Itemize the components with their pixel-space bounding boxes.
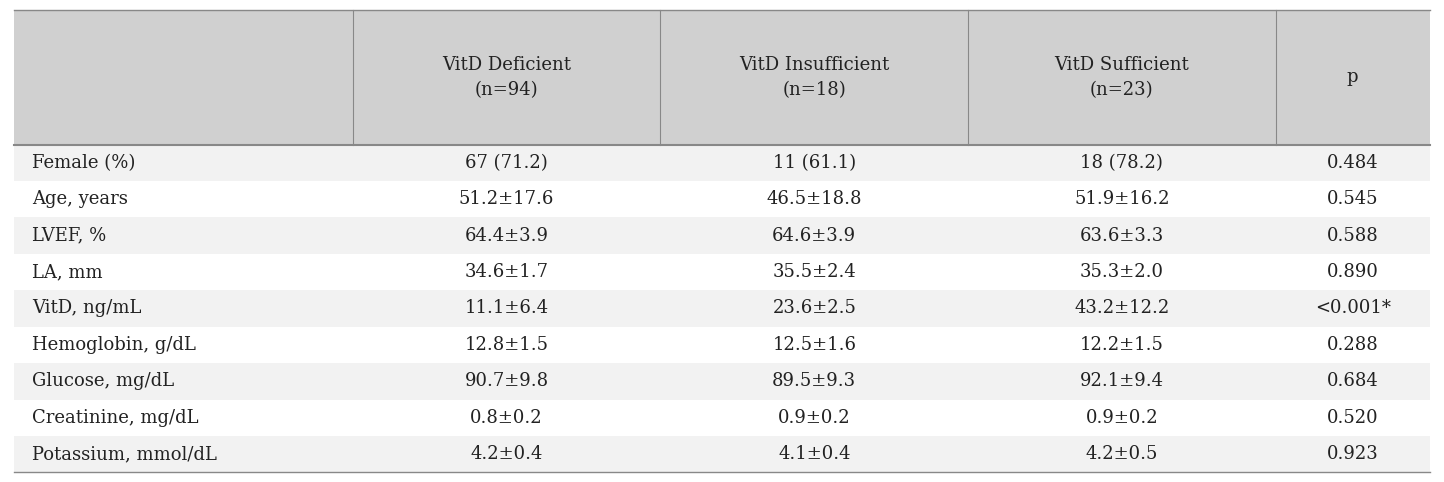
- Text: 4.1±0.4: 4.1±0.4: [778, 445, 851, 463]
- Text: 23.6±2.5: 23.6±2.5: [773, 299, 856, 318]
- Text: p: p: [1347, 68, 1359, 86]
- Text: 0.545: 0.545: [1327, 190, 1379, 208]
- Text: 63.6±3.3: 63.6±3.3: [1080, 227, 1164, 245]
- Text: 0.588: 0.588: [1327, 227, 1379, 245]
- Text: 35.5±2.4: 35.5±2.4: [773, 263, 856, 281]
- Bar: [14, 145, 1430, 181]
- Text: Creatinine, mg/dL: Creatinine, mg/dL: [32, 409, 198, 427]
- Text: LA, mm: LA, mm: [32, 263, 103, 281]
- Text: VitD Deficient
(n=94): VitD Deficient (n=94): [442, 55, 572, 99]
- Text: VitD Insufficient
(n=18): VitD Insufficient (n=18): [739, 55, 890, 99]
- Text: Potassium, mmol/dL: Potassium, mmol/dL: [32, 445, 217, 463]
- Bar: [14, 181, 1430, 217]
- Bar: [14, 254, 1430, 290]
- Text: 64.6±3.9: 64.6±3.9: [773, 227, 856, 245]
- Text: 12.8±1.5: 12.8±1.5: [465, 336, 549, 354]
- Text: 34.6±1.7: 34.6±1.7: [465, 263, 549, 281]
- Text: 11.1±6.4: 11.1±6.4: [465, 299, 549, 318]
- Text: 90.7±9.8: 90.7±9.8: [465, 372, 549, 390]
- Text: Hemoglobin, g/dL: Hemoglobin, g/dL: [32, 336, 195, 354]
- Text: 43.2±12.2: 43.2±12.2: [1074, 299, 1170, 318]
- Text: 18 (78.2): 18 (78.2): [1080, 154, 1164, 172]
- Bar: [14, 290, 1430, 327]
- Text: 0.9±0.2: 0.9±0.2: [1086, 409, 1158, 427]
- Bar: [14, 10, 1430, 145]
- Bar: [14, 436, 1430, 472]
- Bar: [14, 217, 1430, 254]
- Text: 92.1±9.4: 92.1±9.4: [1080, 372, 1164, 390]
- Text: 89.5±9.3: 89.5±9.3: [773, 372, 856, 390]
- Text: VitD Sufficient
(n=23): VitD Sufficient (n=23): [1054, 55, 1190, 99]
- Text: 51.9±16.2: 51.9±16.2: [1074, 190, 1170, 208]
- Bar: [14, 400, 1430, 436]
- Text: 35.3±2.0: 35.3±2.0: [1080, 263, 1164, 281]
- Text: 0.288: 0.288: [1327, 336, 1379, 354]
- Text: 4.2±0.4: 4.2±0.4: [471, 445, 543, 463]
- Text: 11 (61.1): 11 (61.1): [773, 154, 856, 172]
- Text: Age, years: Age, years: [32, 190, 127, 208]
- Bar: [14, 327, 1430, 363]
- Text: 12.5±1.6: 12.5±1.6: [773, 336, 856, 354]
- Text: Glucose, mg/dL: Glucose, mg/dL: [32, 372, 173, 390]
- Text: LVEF, %: LVEF, %: [32, 227, 105, 245]
- Text: Female (%): Female (%): [32, 154, 136, 172]
- Text: 0.520: 0.520: [1327, 409, 1379, 427]
- Text: 46.5±18.8: 46.5±18.8: [767, 190, 862, 208]
- Text: 64.4±3.9: 64.4±3.9: [465, 227, 549, 245]
- Text: 0.9±0.2: 0.9±0.2: [778, 409, 851, 427]
- Text: 0.890: 0.890: [1327, 263, 1379, 281]
- Text: 0.8±0.2: 0.8±0.2: [471, 409, 543, 427]
- Text: 0.923: 0.923: [1327, 445, 1379, 463]
- Text: VitD, ng/mL: VitD, ng/mL: [32, 299, 142, 318]
- Text: 67 (71.2): 67 (71.2): [465, 154, 549, 172]
- Text: <0.001*: <0.001*: [1314, 299, 1391, 318]
- Text: 12.2±1.5: 12.2±1.5: [1080, 336, 1164, 354]
- Text: 4.2±0.5: 4.2±0.5: [1086, 445, 1158, 463]
- Text: 51.2±17.6: 51.2±17.6: [459, 190, 554, 208]
- Bar: [14, 363, 1430, 400]
- Text: 0.484: 0.484: [1327, 154, 1379, 172]
- Text: 0.684: 0.684: [1327, 372, 1379, 390]
